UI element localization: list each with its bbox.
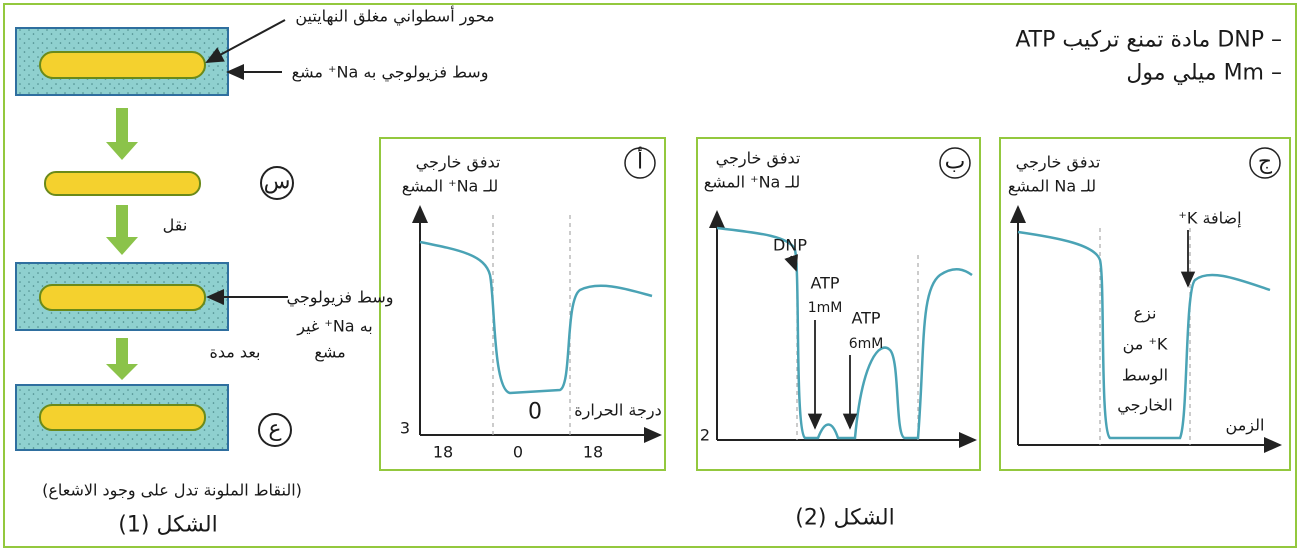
label: مشع [314,342,346,362]
y-tick: 3 [399,418,411,438]
y-label: تدفق خارجي [715,148,801,168]
annotation: إضافة K⁺ [1178,208,1242,228]
annotation: الوسط [1121,365,1169,385]
label: وسط فزيولوجي به Na⁺ مشع [291,62,489,82]
label: به Na⁺ غير [297,316,373,336]
note: – DNP مادة تمنع تركيب ATP [1015,27,1282,53]
annotation: الخارجي [1117,395,1173,415]
annotation: DNP [773,235,807,255]
step-label: نقل [162,215,188,235]
x-label: درجة الحرارة [574,400,662,420]
caption: الشكل (1) [118,512,218,538]
annotation: ATP [810,273,840,293]
annotation: 0 [528,399,542,425]
x-tick: 0 [512,442,524,462]
annotation: K⁺ من [1122,334,1168,354]
step-letter: ع [268,416,282,442]
note: (النقاط الملونة تدل على وجود الاشعاع) [42,480,302,500]
annotation: 1mM [807,300,843,316]
label: محور أسطواني مغلق النهايتين [295,6,495,26]
step-letter: س [263,169,291,195]
x-tick: 18 [432,442,454,462]
annotation: ATP [851,308,881,328]
y-label: تدفق خارجي [415,152,501,172]
x-tick: 18 [582,442,604,462]
y-tick: 2 [699,425,711,445]
caption: الشكل (2) [795,505,895,531]
x-label: الزمن [1225,415,1265,435]
y-label: تدفق خارجي [1015,152,1101,172]
y-label: للـ Na⁺ المشع [401,176,499,196]
step-label: بعد مدة [209,342,261,362]
label: وسط فزيولوجي [286,287,394,307]
panel-letter: ب [944,149,966,175]
figure-2-drawing [379,137,1291,471]
panel-letter: ج [1257,149,1273,175]
figure-1-drawing [15,19,294,451]
panel-letter: أ [636,149,644,175]
note: – Mm ميلي مول [1126,60,1282,86]
outer-border [3,3,1297,548]
annotation: 6mM [848,336,884,352]
y-label: للـ Na المشع [1007,176,1097,196]
y-label: للـ Na⁺ المشع [703,172,801,192]
annotation: نزع [1133,303,1157,323]
